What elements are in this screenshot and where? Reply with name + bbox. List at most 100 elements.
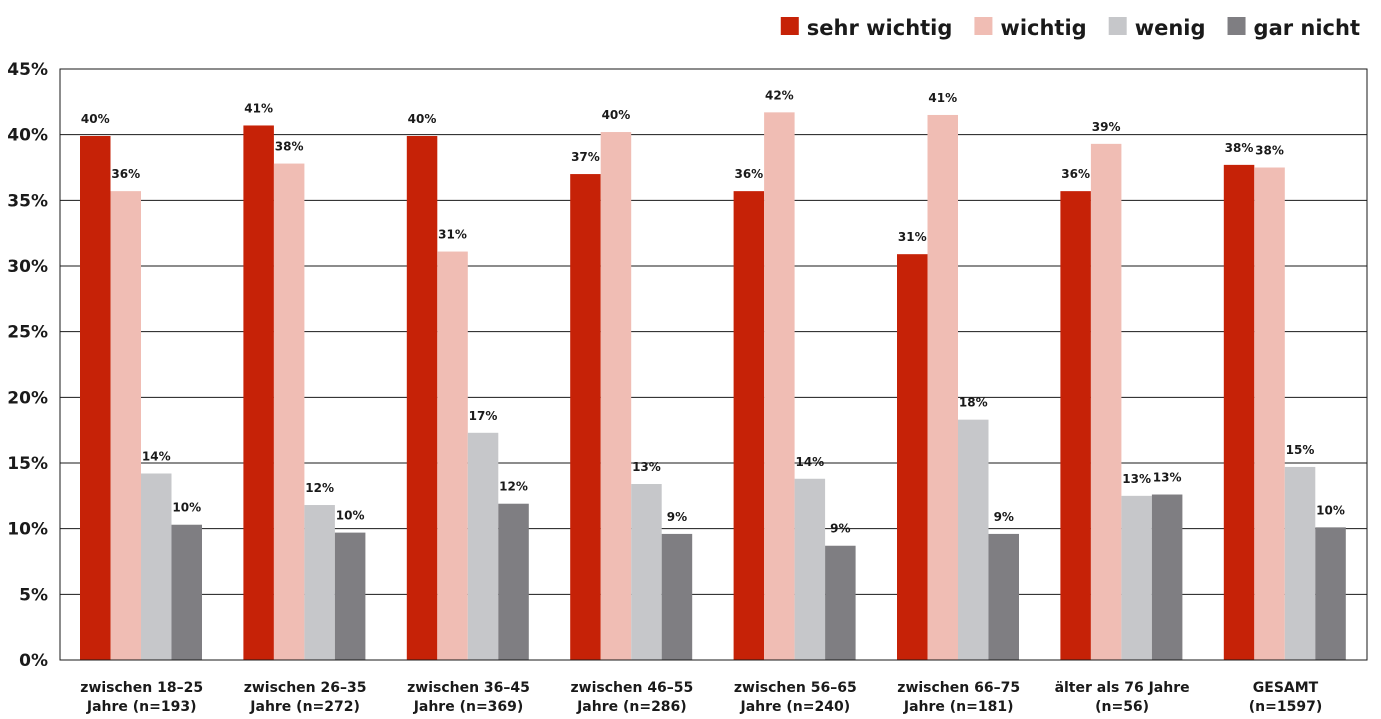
bar (661, 533, 693, 660)
y-tick-label: 45% (7, 60, 48, 80)
data-label: 36% (734, 167, 763, 181)
data-label: 37% (571, 150, 600, 164)
bar (988, 533, 1019, 660)
x-tick-label: Jahre (n=240) (739, 699, 850, 715)
legend-label: wichtig (1000, 16, 1086, 40)
y-tick-label: 5% (19, 585, 48, 605)
y-tick-label: 0% (19, 651, 48, 671)
x-tick-label: zwischen 66–75 (897, 680, 1020, 696)
bar (334, 532, 366, 660)
data-label: 40% (602, 108, 631, 122)
data-label: 13% (1122, 472, 1151, 486)
data-label: 42% (765, 88, 794, 102)
bar (141, 473, 172, 660)
y-tick-label: 25% (7, 323, 48, 343)
data-label: 31% (438, 228, 467, 242)
data-label: 40% (408, 112, 437, 126)
x-tick-label: Jahre (n=369) (413, 699, 524, 715)
data-label: 14% (142, 450, 171, 464)
x-tick-label: zwischen 18–25 (80, 680, 203, 696)
data-label: 40% (81, 112, 110, 126)
data-label: 38% (1255, 144, 1284, 158)
x-tick-label: Jahre (n=286) (576, 699, 687, 715)
bar (927, 114, 958, 660)
bars (80, 112, 1346, 661)
data-label: 13% (632, 460, 661, 474)
legend-swatch (1227, 17, 1246, 35)
x-tick-label: Jahre (n=193) (86, 699, 197, 715)
data-label: 41% (928, 91, 957, 105)
bar (406, 135, 438, 661)
y-axis: 0% 5% 10% 15% 20% 25% 30% 35% 40% 45% (7, 60, 48, 671)
x-tick-label: zwischen 36–45 (407, 680, 530, 696)
y-tick-label: 10% (7, 520, 48, 540)
legend-label: gar nicht (1254, 16, 1360, 40)
bar (437, 251, 468, 660)
bar (171, 524, 202, 660)
legend-label: wenig (1135, 16, 1206, 40)
bar (1284, 466, 1316, 660)
data-label: 12% (499, 480, 528, 494)
bar (1090, 143, 1122, 661)
bar (897, 254, 928, 660)
data-labels: 40%36%14%10%41%38%12%10%40%31%17%12%37%4… (81, 88, 1345, 535)
data-label: 9% (667, 510, 687, 524)
bar (631, 484, 662, 660)
y-tick-label: 35% (7, 191, 48, 211)
bar (304, 505, 335, 660)
bar (733, 191, 765, 660)
bar (570, 174, 601, 661)
legend: sehr wichtig wichtig wenig gar nicht (780, 16, 1360, 40)
data-label: 18% (959, 396, 988, 410)
data-label: 9% (994, 510, 1014, 524)
data-label: 9% (830, 522, 850, 536)
bar (764, 112, 795, 661)
data-label: 10% (1316, 503, 1345, 517)
legend-swatch (1108, 17, 1127, 35)
data-label: 10% (172, 501, 201, 515)
data-label: 41% (244, 101, 273, 115)
x-axis: zwischen 18–25 Jahre (n=193) zwischen 26–3… (80, 680, 1322, 715)
data-label: 14% (795, 455, 824, 469)
bar (1121, 495, 1152, 660)
x-tick-label: zwischen 46–55 (571, 680, 694, 696)
legend-item: wichtig (974, 16, 1087, 40)
bar (1315, 527, 1346, 660)
x-tick-label: älter als 76 Jahre (1055, 680, 1190, 696)
x-tick-label: GESAMT (1253, 680, 1319, 696)
y-tick-label: 20% (7, 388, 48, 408)
legend-swatch (974, 17, 993, 35)
data-label: 39% (1092, 120, 1121, 134)
bar (1223, 164, 1255, 660)
x-tick-label: (n=56) (1095, 699, 1149, 715)
data-label: 36% (111, 167, 140, 181)
bar (467, 432, 499, 660)
data-label: 17% (469, 409, 498, 423)
bar (825, 545, 856, 660)
bar (794, 478, 826, 660)
data-label: 10% (336, 509, 365, 523)
bar (958, 419, 989, 660)
plot-frame (59, 68, 1368, 661)
data-label: 13% (1153, 471, 1182, 485)
legend-label: sehr wichtig (807, 16, 953, 40)
bar (600, 132, 632, 661)
x-tick-label: (n=1597) (1249, 699, 1322, 715)
x-tick-label: zwischen 56–65 (734, 680, 857, 696)
y-tick-label: 15% (7, 454, 48, 474)
bar (1060, 191, 1091, 660)
legend-item: gar nicht (1227, 16, 1360, 40)
data-label: 15% (1286, 443, 1315, 457)
legend-item: wenig (1108, 16, 1206, 40)
bar (1151, 494, 1183, 660)
y-tick-label: 30% (7, 257, 48, 277)
data-label: 31% (898, 230, 927, 244)
bar (1254, 167, 1285, 660)
y-tick-label: 40% (7, 126, 48, 146)
data-label: 12% (305, 481, 334, 495)
bar (498, 503, 529, 660)
bar (110, 191, 141, 660)
x-tick-label: Jahre (n=272) (249, 699, 360, 715)
bar (243, 125, 274, 661)
data-label: 38% (1225, 141, 1254, 155)
